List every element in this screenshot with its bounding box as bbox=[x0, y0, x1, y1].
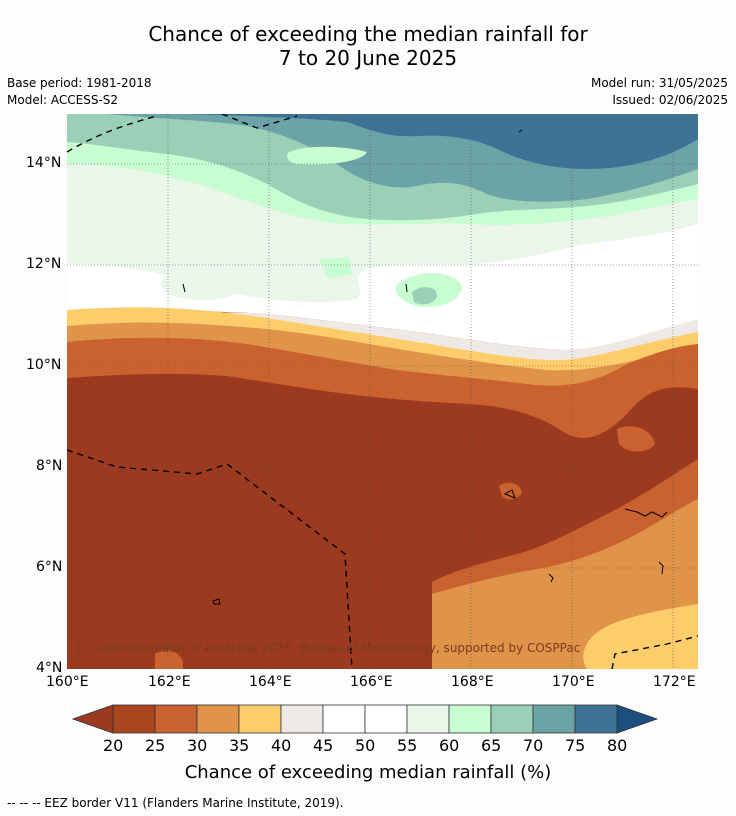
x-tick-172: 172°E bbox=[653, 674, 696, 690]
contour-80 bbox=[187, 114, 698, 169]
contour-60-patch bbox=[161, 265, 250, 300]
issued-date: Issued: 02/06/2025 bbox=[612, 93, 728, 107]
colorbar-label: 70 bbox=[523, 736, 544, 755]
x-tick-170: 170°E bbox=[552, 674, 595, 690]
title-line-1: Chance of exceeding the median rainfall … bbox=[148, 22, 588, 46]
y-tick-10n: 10°N bbox=[26, 357, 62, 373]
contour-65-patch-2 bbox=[319, 257, 352, 279]
colorbar-cell bbox=[112, 704, 156, 734]
colorbar-label: 45 bbox=[313, 736, 334, 755]
colorbar-cell bbox=[280, 704, 324, 734]
y-tick-14n: 14°N bbox=[26, 155, 62, 171]
map-canvas bbox=[67, 114, 698, 669]
contour-70-patch bbox=[412, 287, 437, 305]
colorbar-cell bbox=[406, 704, 450, 734]
colorbar-cell bbox=[532, 704, 576, 734]
colorbar-cell bbox=[574, 704, 618, 734]
colorbar-extend-low bbox=[72, 704, 114, 734]
x-tick-166: 166°E bbox=[350, 674, 393, 690]
colorbar-label: 35 bbox=[229, 736, 250, 755]
colorbar-label: 80 bbox=[607, 736, 628, 755]
x-tick-168: 168°E bbox=[451, 674, 494, 690]
x-tick-164: 164°E bbox=[249, 674, 292, 690]
base-period: Base period: 1981-2018 bbox=[7, 76, 152, 90]
eez-border bbox=[67, 114, 698, 669]
colorbar-cell bbox=[196, 704, 240, 734]
colorbar-label: 75 bbox=[565, 736, 586, 755]
colorbar-cell bbox=[490, 704, 534, 734]
x-tick-162: 162°E bbox=[148, 674, 191, 690]
colorbar-label: 30 bbox=[187, 736, 208, 755]
contour-30-patch-bottom bbox=[155, 650, 183, 669]
colorbar bbox=[72, 704, 659, 734]
colorbar-label: 55 bbox=[397, 736, 418, 755]
colorbar-label: 50 bbox=[355, 736, 376, 755]
y-tick-4n: 4°N bbox=[36, 660, 63, 676]
contour-40-lower bbox=[583, 604, 698, 669]
colorbar-label: 20 bbox=[103, 736, 124, 755]
islands bbox=[182, 129, 668, 605]
colorbar-cell bbox=[364, 704, 408, 734]
model-run: Model run: 31/05/2025 bbox=[590, 76, 728, 90]
colorbar-label: 40 bbox=[271, 736, 292, 755]
y-tick-6n: 6°N bbox=[36, 559, 63, 575]
colorbar-cell bbox=[322, 704, 366, 734]
colorbar-label: 60 bbox=[439, 736, 460, 755]
x-tick-160: 160°E bbox=[46, 674, 89, 690]
contour-30-patch-right bbox=[617, 426, 655, 452]
colorbar-title: Chance of exceeding median rainfall (%) bbox=[184, 762, 552, 783]
colorbar-label: 25 bbox=[145, 736, 166, 755]
contour-30 bbox=[67, 337, 698, 438]
eez-footnote: -- -- -- EEZ border V11 (Flanders Marine… bbox=[7, 796, 344, 810]
y-tick-8n: 8°N bbox=[36, 458, 63, 474]
model-name: Model: ACCESS-S2 bbox=[7, 93, 119, 107]
colorbar-extend-high bbox=[616, 704, 659, 734]
rainfall-map bbox=[67, 114, 698, 669]
colorbar-cell bbox=[154, 704, 198, 734]
contour-65-top bbox=[287, 146, 367, 165]
title-line-2: 7 to 20 June 2025 bbox=[278, 46, 458, 70]
colorbar-cell bbox=[448, 704, 492, 734]
copyright-notice: © Commonwealth of Australia 2025, Bureau… bbox=[75, 641, 581, 655]
y-tick-12n: 12°N bbox=[26, 256, 62, 272]
map-grid bbox=[67, 114, 698, 669]
contour-30-lower bbox=[432, 459, 698, 594]
colorbar-label: 65 bbox=[481, 736, 502, 755]
colorbar-cell bbox=[238, 704, 282, 734]
